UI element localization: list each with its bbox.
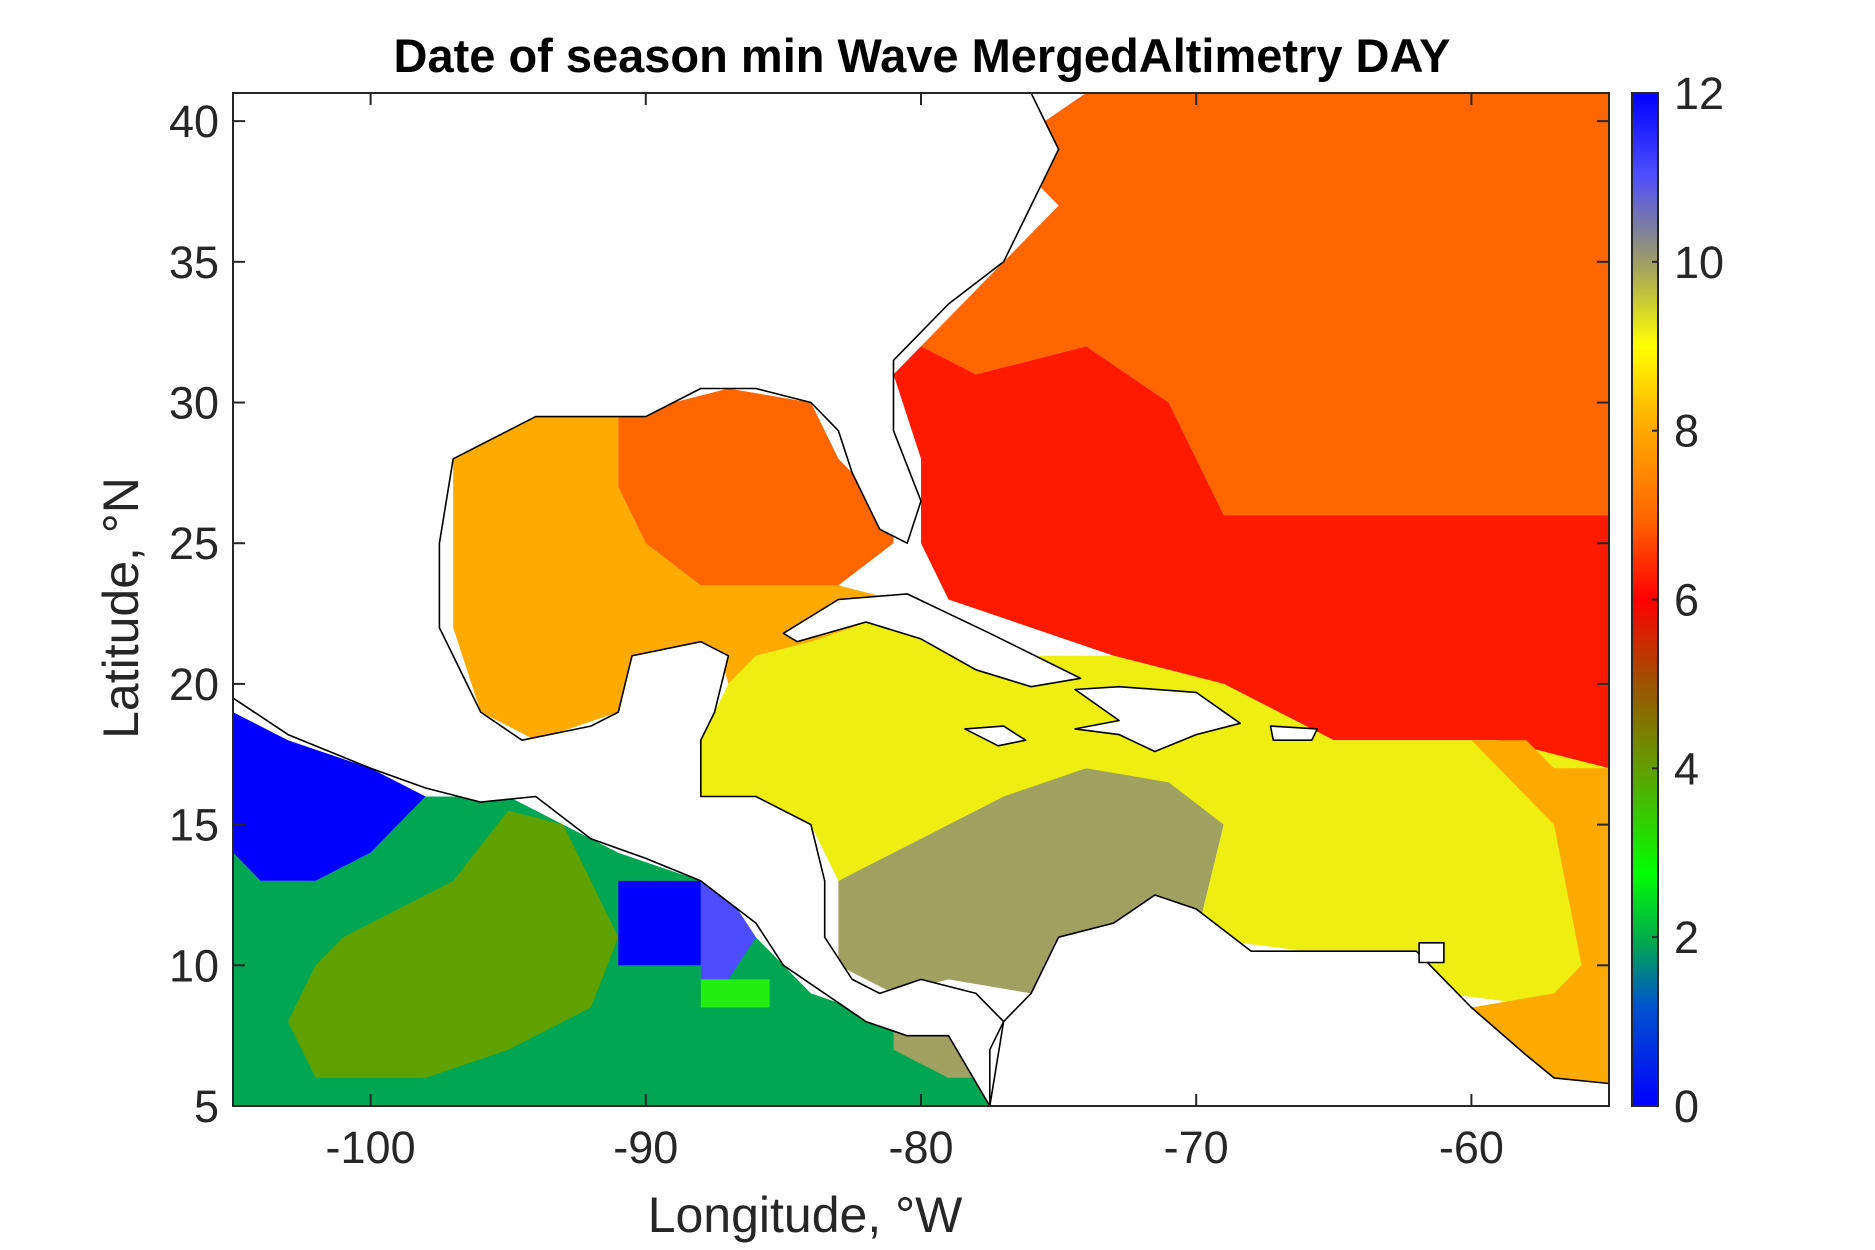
map-plot-area (233, 93, 1609, 1106)
y-tick-label: 15 (169, 800, 219, 851)
colorbar-tick-label: 4 (1674, 743, 1699, 794)
colorbar-ticks: 0 2 4 6 8 10 12 (1652, 68, 1724, 1132)
y-tick-label: 5 (194, 1081, 219, 1132)
colorbar-tick-label: 6 (1674, 575, 1699, 626)
region-pacific-purple (700, 880, 756, 980)
region-pacific-blue (233, 712, 426, 881)
region-atlantic-bahamas (893, 346, 1609, 769)
land-puerto-rico (1269, 725, 1319, 742)
region-pacific-bright-green (700, 979, 770, 1008)
land-trinidad (1418, 941, 1445, 964)
y-tick-label: 10 (169, 940, 219, 991)
y-tick-label: 35 (169, 237, 219, 288)
land-north-america (233, 93, 1060, 1106)
y-tick-label: 30 (169, 378, 219, 429)
x-tick-label: -100 (326, 1122, 416, 1173)
x-tick-label: -90 (613, 1122, 678, 1173)
x-tick-label: -70 (1164, 1122, 1229, 1173)
region-pacific-olive (288, 810, 619, 1078)
x-axis-label: Longitude, °W (648, 1187, 963, 1243)
y-axis-label: Latitude, °N (93, 477, 149, 739)
region-pacific-blue-nicaragua (618, 880, 701, 966)
land-south-america (988, 894, 1609, 1106)
land-jamaica (964, 725, 1027, 747)
region-se-atlantic-orange (1471, 740, 1609, 1092)
region-gulf-of-mexico-east (618, 388, 894, 586)
land-hispaniola (1074, 685, 1241, 753)
y-tick-label: 25 (169, 518, 219, 569)
colorbar-tick-label: 2 (1674, 912, 1699, 963)
region-gulf-of-mexico-west (453, 416, 811, 741)
y-tick-label: 20 (169, 659, 219, 710)
colorbar-tick-label: 12 (1674, 68, 1724, 119)
colorbar-tick-label: 10 (1674, 237, 1724, 288)
y-tick-label: 40 (169, 96, 219, 147)
colorbar-tick-label: 8 (1674, 406, 1699, 457)
chart-title: Date of season min Wave MergedAltimetry … (394, 29, 1451, 82)
region-north-atlantic-outer (921, 93, 1609, 516)
colorbar-tick-label: 0 (1674, 1081, 1699, 1132)
x-tick-label: -60 (1439, 1122, 1504, 1173)
axis-ticks: -100 -90 -80 -70 -60 5 10 15 20 25 30 35 40 (169, 93, 1609, 1173)
land-cuba (782, 593, 1082, 688)
region-caribbean-yellow (700, 613, 1609, 1008)
x-tick-label: -80 (888, 1122, 953, 1173)
